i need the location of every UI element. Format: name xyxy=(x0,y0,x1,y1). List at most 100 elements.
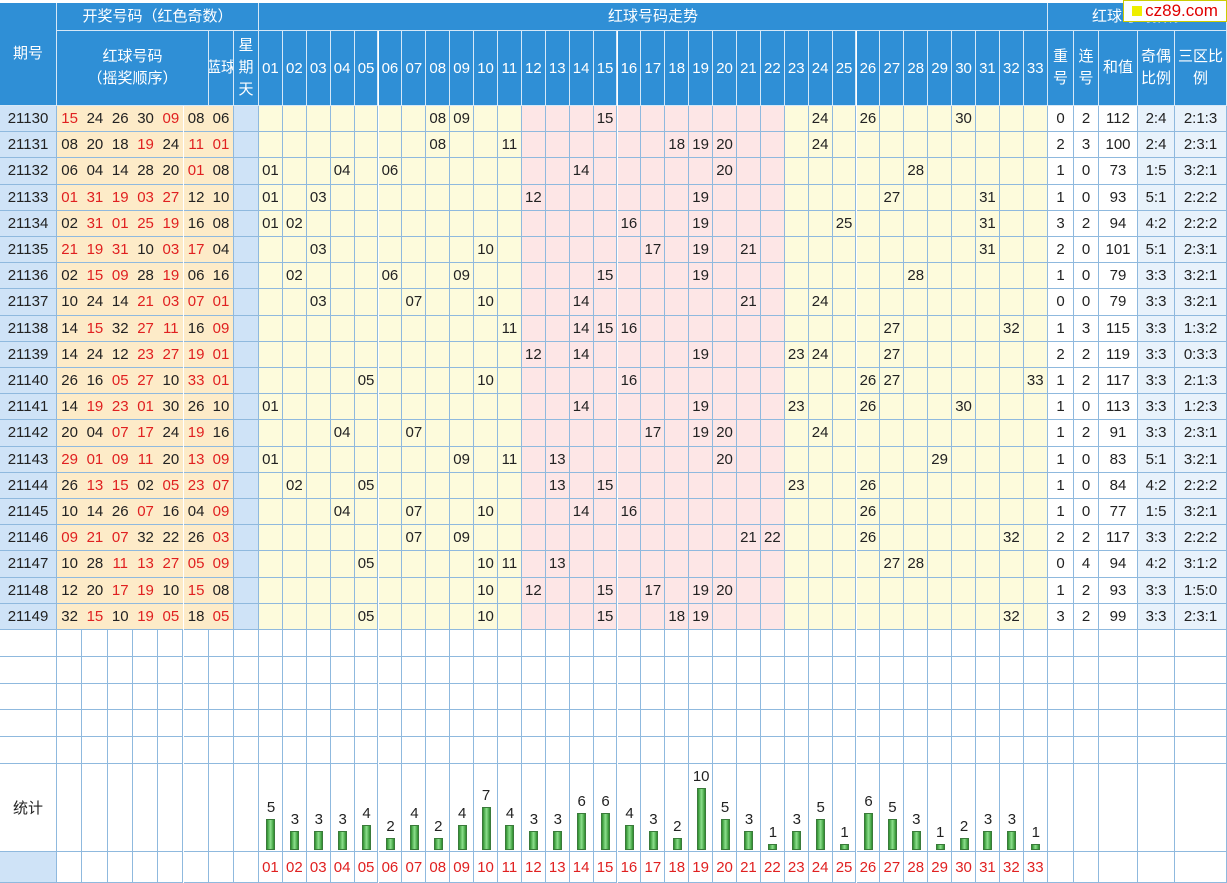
trend-cell: 20 xyxy=(713,158,737,185)
empty-cell xyxy=(569,737,594,764)
empty-cell xyxy=(593,656,618,684)
blue-ball-header: 蓝球 xyxy=(209,31,234,106)
trend-cell xyxy=(832,420,857,447)
blue-ball: 08 xyxy=(209,577,234,604)
star-cell xyxy=(234,315,259,342)
indicator-sum: 117 xyxy=(1099,368,1138,395)
footer-col-10: 10 xyxy=(474,852,498,883)
trend-cell xyxy=(354,315,379,342)
empty-cell xyxy=(402,656,427,684)
count-label: 7 xyxy=(481,786,491,804)
red-ball: 07 xyxy=(183,289,209,316)
trend-cell xyxy=(426,184,451,211)
stats-empty xyxy=(107,764,133,852)
trend-cell xyxy=(760,315,785,342)
trend-cell xyxy=(282,420,307,447)
count-label: 1 xyxy=(768,823,778,841)
stats-col xyxy=(784,764,809,852)
empty-cell xyxy=(641,656,666,684)
trend-cell xyxy=(784,184,809,211)
trend-cell xyxy=(760,551,785,578)
red-ball: 03 xyxy=(158,237,184,264)
trend-cell: 08 xyxy=(426,106,451,133)
footer-cell xyxy=(158,852,184,883)
trend-cell xyxy=(713,472,737,499)
stats-col xyxy=(976,764,1000,852)
trend-cell xyxy=(282,341,307,368)
footer-col-31: 31 xyxy=(976,852,1000,883)
trend-cell xyxy=(354,184,379,211)
empty-cell xyxy=(880,630,905,657)
empty-cell xyxy=(306,710,331,738)
trend-cell xyxy=(282,368,307,395)
trend-col-22: 22 xyxy=(760,31,785,106)
empty-cell xyxy=(880,683,905,711)
trend-cell xyxy=(593,499,618,526)
trend-cell xyxy=(593,420,618,447)
trend-cell xyxy=(402,341,427,368)
trend-cell xyxy=(832,263,857,290)
empty-cell xyxy=(689,630,714,657)
trend-cell xyxy=(976,132,1000,159)
trend-cell xyxy=(1023,132,1048,159)
trend-cell xyxy=(856,158,881,185)
trend-cell xyxy=(545,106,570,133)
trend-cell xyxy=(760,368,785,395)
empty-cell xyxy=(928,656,953,684)
trend-cell xyxy=(760,184,785,211)
trend-cell xyxy=(760,263,785,290)
trend-col-04: 04 xyxy=(330,31,355,106)
trend-cell: 11 xyxy=(498,315,522,342)
trend-cell xyxy=(760,341,785,368)
trend-cell xyxy=(474,132,498,159)
trend-cell xyxy=(354,420,379,447)
empty-cell xyxy=(158,710,184,738)
empty-cell xyxy=(57,710,83,738)
indicator-zone: 0:3:3 xyxy=(1175,341,1227,368)
trend-cell xyxy=(904,472,929,499)
trend-cell xyxy=(665,184,690,211)
count-label: 3 xyxy=(744,811,754,829)
indicator-col-oddeven: 奇偶比例 xyxy=(1138,31,1175,106)
count-label: 5 xyxy=(816,799,825,816)
indicator-sum: 91 xyxy=(1099,420,1138,447)
empty-cell xyxy=(999,630,1024,657)
stats-col xyxy=(665,764,690,852)
trend-cell: 18 xyxy=(665,603,690,630)
trend-cell xyxy=(259,551,283,578)
trend-cell xyxy=(498,577,522,604)
trend-cell xyxy=(999,184,1024,211)
empty-cell xyxy=(354,656,379,684)
trend-cell xyxy=(259,603,283,630)
trend-cell xyxy=(498,158,522,185)
empty-cell xyxy=(545,630,570,657)
trend-cell xyxy=(665,289,690,316)
trend-cell: 16 xyxy=(617,499,642,526)
indicator-oe: 3:3 xyxy=(1138,289,1175,316)
indicator-oe: 3:3 xyxy=(1138,420,1175,447)
trend-cell xyxy=(784,237,809,264)
trend-cell xyxy=(904,446,929,473)
red-ball: 16 xyxy=(82,368,108,395)
blue-ball: 07 xyxy=(209,472,234,499)
trend-cell xyxy=(976,368,1000,395)
indicator-sum: 119 xyxy=(1099,341,1138,368)
stats-empty xyxy=(57,764,83,852)
trend-cell: 13 xyxy=(545,472,570,499)
stats-empty xyxy=(158,764,184,852)
trend-cell: 16 xyxy=(617,210,642,237)
trend-cell xyxy=(760,210,785,237)
trend-cell xyxy=(808,551,833,578)
trend-cell xyxy=(426,289,451,316)
trend-cell xyxy=(737,577,761,604)
trend-cell xyxy=(832,603,857,630)
empty-cell xyxy=(474,710,498,738)
trend-cell xyxy=(665,394,690,421)
trend-cell xyxy=(904,315,929,342)
trend-cell xyxy=(760,420,785,447)
empty-cell xyxy=(1048,710,1074,738)
star-cell xyxy=(234,184,259,211)
trend-cell: 04 xyxy=(330,420,355,447)
trend-cell xyxy=(259,132,283,159)
trend-cell xyxy=(976,551,1000,578)
